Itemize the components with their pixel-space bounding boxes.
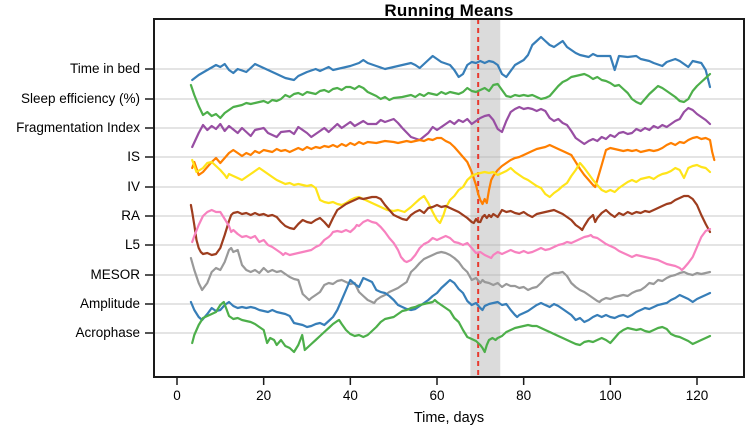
x-tick-label-0: 0 (173, 388, 181, 403)
series-line-sleep-efficiency (189, 72, 712, 120)
x-axis-title: Time, days (413, 410, 485, 426)
series-line-fragmentation-index (191, 105, 712, 149)
series-line-is (191, 135, 716, 206)
y-axis-label-sleep-efficiency: Sleep efficiency (%) (20, 91, 140, 106)
x-tick-label-100: 100 (599, 388, 622, 403)
x-tick-label-40: 40 (342, 388, 358, 403)
chart-title: Running Means (384, 1, 514, 20)
x-tick-label-80: 80 (516, 388, 532, 403)
y-axis-label-amplitude: Amplitude (79, 296, 140, 311)
series-line-iv (191, 158, 712, 225)
series-line-time-in-bed (191, 35, 712, 89)
y-axis-label-fragmentation-index: Fragmentation Index (16, 120, 140, 135)
y-axis-label-time-in-bed: Time in bed (69, 61, 140, 76)
y-axis-label-ra: RA (121, 208, 140, 223)
series-line-l5 (191, 208, 712, 272)
y-axis-label-acrophase: Acrophase (75, 325, 140, 340)
y-axis-label-l5: L5 (124, 237, 140, 252)
y-axis-label-is: IS (127, 149, 140, 164)
x-tick-label-60: 60 (429, 388, 445, 403)
x-tick-label-120: 120 (685, 388, 709, 403)
x-tick-label-20: 20 (256, 388, 272, 403)
series-line-mesor (189, 246, 712, 305)
highlight-band (470, 19, 501, 377)
series-line-acrophase (191, 298, 712, 354)
y-axis-label-mesor: MESOR (90, 267, 140, 282)
plot-border (153, 18, 745, 378)
series-line-ra (189, 194, 712, 257)
series-line-amplitude (189, 276, 712, 329)
y-axis-label-iv: IV (127, 179, 140, 194)
